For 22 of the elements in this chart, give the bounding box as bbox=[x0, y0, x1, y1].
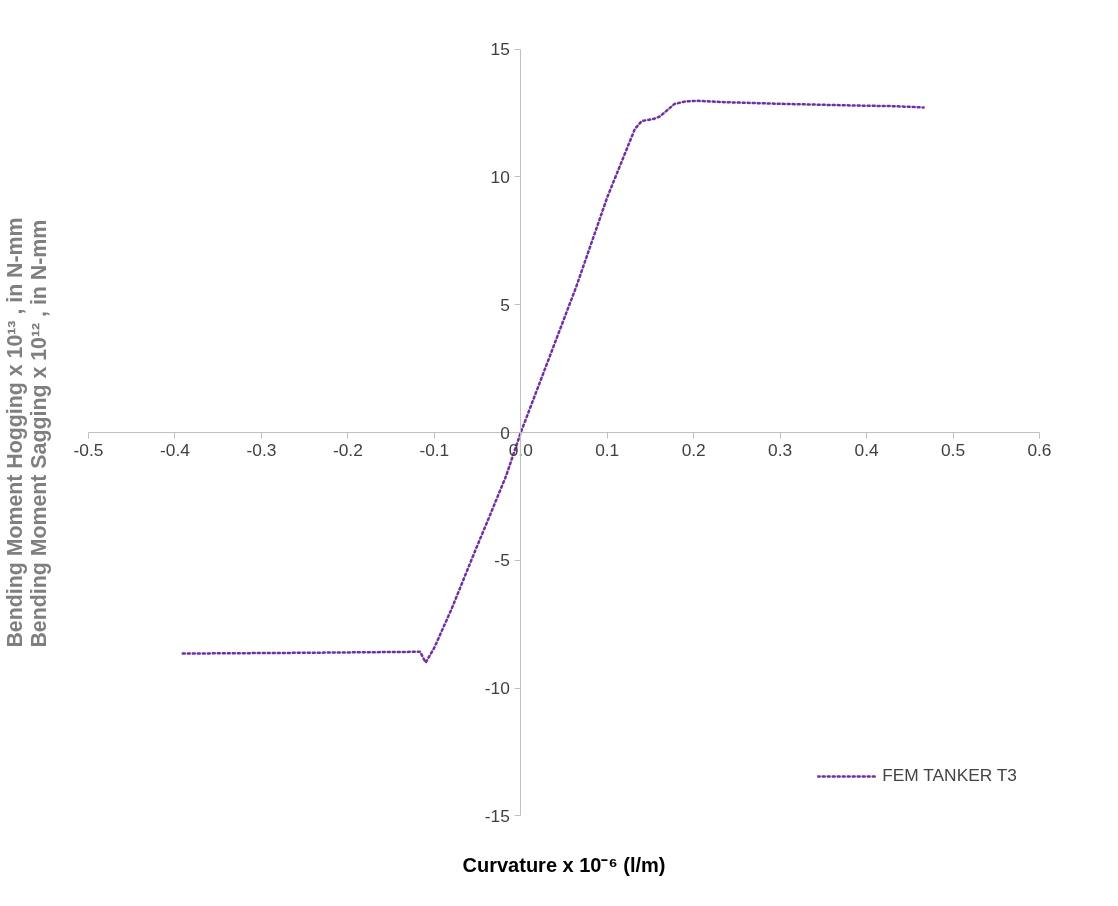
x-tick-label: 0.0 bbox=[508, 439, 533, 460]
y-tick-label: -15 bbox=[484, 805, 510, 826]
x-axis-title: Curvature x 10⁻⁶ (l/m) bbox=[462, 853, 666, 876]
x-tick-label: -0.2 bbox=[332, 439, 363, 460]
x-tick-label: 0.5 bbox=[940, 439, 966, 460]
x-tick-label: 0.1 bbox=[595, 439, 620, 460]
x-tick-label: 0.3 bbox=[768, 439, 793, 460]
legend-label: FEM TANKER T3 bbox=[882, 765, 1017, 786]
y-tick-label: 0 bbox=[500, 422, 510, 443]
y-axis-title: Bending Moment Hogging x 10¹³ , in N-mm Bending Moment Sagging x 10¹² , in N-mm bbox=[2, 217, 51, 648]
x-tick-label: -0.5 bbox=[73, 439, 104, 460]
x-tick-label: -0.3 bbox=[246, 439, 277, 460]
x-tick-label: -0.1 bbox=[419, 439, 450, 460]
y-tick-label: -10 bbox=[484, 678, 510, 699]
x-tick-label: 0.6 bbox=[1027, 439, 1052, 460]
y-tick-label: 10 bbox=[490, 166, 510, 187]
y-tick-label: -5 bbox=[494, 550, 510, 571]
x-tick-label: 0.2 bbox=[681, 439, 706, 460]
y-tick-label: 5 bbox=[500, 294, 510, 315]
y-tick-label: 15 bbox=[490, 39, 510, 60]
x-tick-label: -0.4 bbox=[160, 439, 191, 460]
x-tick-label: 0.4 bbox=[854, 439, 879, 460]
